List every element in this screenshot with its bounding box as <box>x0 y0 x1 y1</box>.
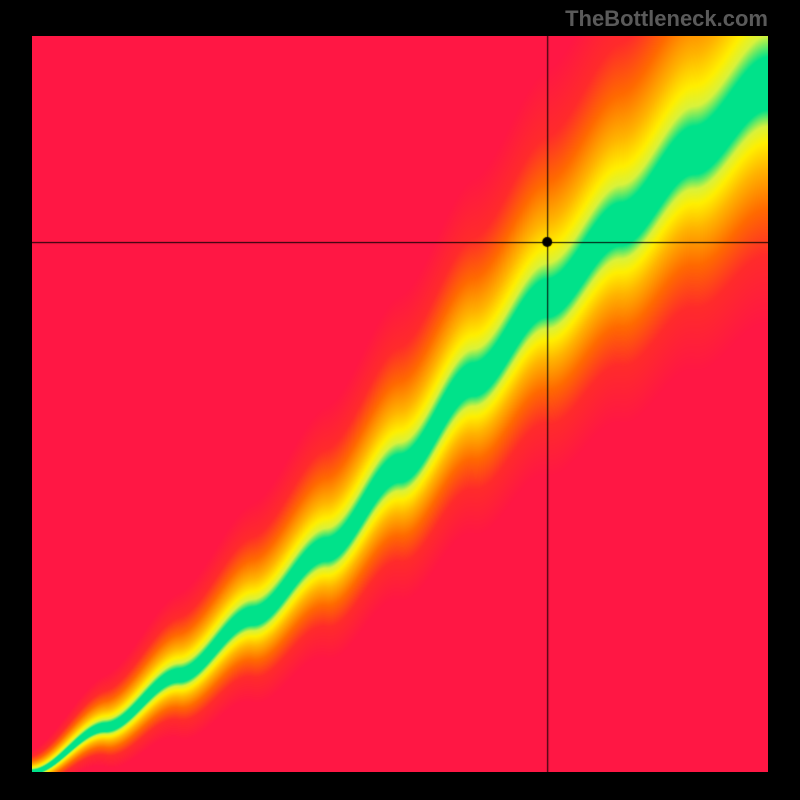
heatmap-plot <box>32 36 768 772</box>
chart-container: TheBottleneck.com <box>0 0 800 800</box>
heatmap-canvas <box>32 36 768 772</box>
attribution-text: TheBottleneck.com <box>565 6 768 32</box>
